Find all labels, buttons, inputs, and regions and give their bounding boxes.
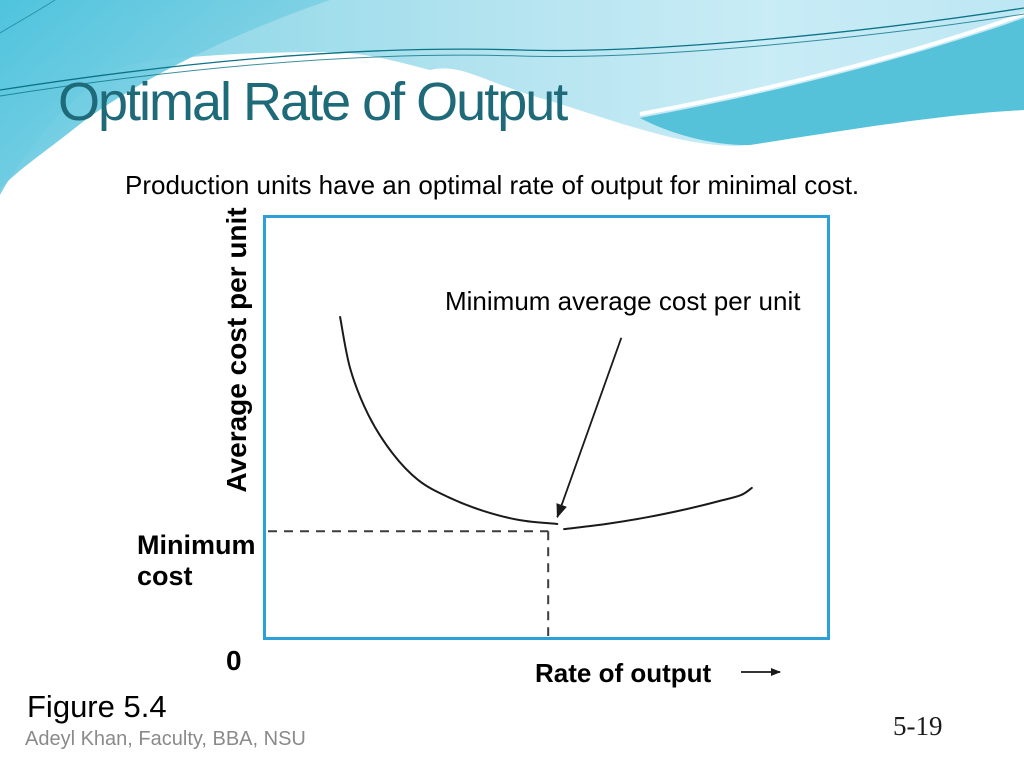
minimum-cost-label: Minimum cost	[137, 530, 256, 591]
footer-credit: Adeyl Khan, Faculty, BBA, NSU	[25, 728, 306, 750]
x-axis-label: Rate of output	[535, 658, 712, 688]
header-wave-graphic	[0, 0, 1024, 195]
wave-left-dark	[0, 0, 330, 190]
wave-base	[0, 0, 1024, 195]
wave-white-highlight	[639, 12, 1024, 116]
wave-right-dark	[640, 18, 1024, 146]
origin-label: 0	[226, 645, 242, 676]
plot-area-border	[263, 215, 830, 640]
minimum-annotation-text: Minimum average cost per unit	[445, 286, 801, 316]
page-number: 5-19	[893, 711, 943, 741]
wave-hairline-2	[0, 13, 1024, 97]
wave-hairline-corner	[0, 0, 56, 34]
slide-subtitle: Production units have an optimal rate of…	[125, 170, 860, 200]
y-axis-label: Average cost per unit	[221, 207, 252, 493]
figure-label: Figure 5.4	[27, 689, 167, 724]
wave-hairline-1	[0, 7, 1024, 91]
slide-title: Optimal Rate of Output	[58, 72, 568, 132]
